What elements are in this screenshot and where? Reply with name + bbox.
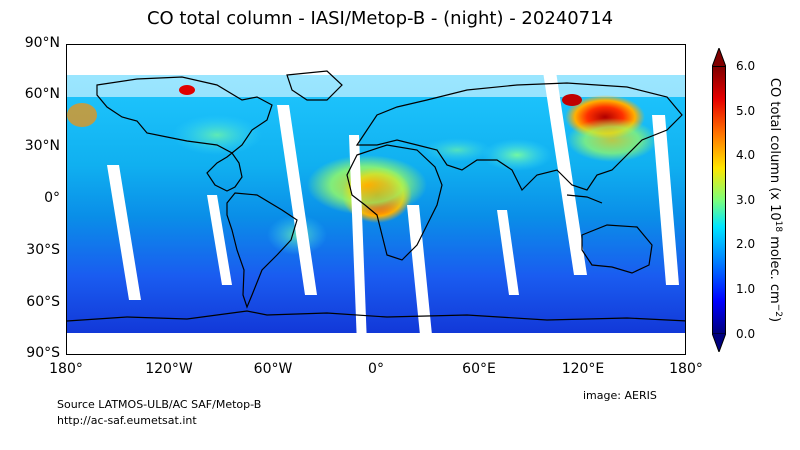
orbit-gap — [497, 210, 519, 295]
lat-label-30s: 30°S — [26, 242, 60, 258]
co-map — [66, 44, 686, 355]
pacific-hotspot — [67, 103, 97, 127]
africa-enhanced-co — [307, 155, 427, 215]
coastlines — [67, 70, 685, 322]
lat-label-90n: 90°N — [24, 35, 60, 51]
lon-label-120w: 120°W — [145, 361, 193, 377]
orbit-gap — [407, 205, 432, 335]
australia-coast — [581, 224, 653, 274]
lon-label-60e: 60°E — [462, 361, 496, 377]
lon-label-60w: 60°W — [253, 361, 293, 377]
north-america-coast — [96, 76, 273, 192]
colorbar-tick: 1.0 — [736, 282, 756, 296]
orbit-gaps — [107, 65, 679, 345]
middle-east-co — [422, 138, 492, 162]
orbit-gap — [652, 115, 679, 285]
colorbar-tick: 0.0 — [736, 327, 756, 341]
map-canvas — [67, 65, 685, 354]
image-credit: image: AERIS — [583, 389, 657, 402]
indonesia-coast — [566, 194, 603, 204]
lon-label-0: 0° — [368, 361, 384, 377]
north-america-co — [172, 115, 262, 155]
lat-label-60n: 60°N — [24, 86, 60, 102]
colorbar — [712, 66, 726, 334]
greenland-coast — [286, 70, 343, 101]
colorbar-label-main: CO total column (x 10 — [766, 77, 782, 221]
orbit-gap — [207, 195, 232, 285]
arctic-gap — [67, 75, 685, 97]
map-title: CO total column - IASI/Metop-B - (night)… — [146, 8, 614, 29]
colorbar-tick: 3.0 — [736, 193, 756, 207]
orbit-gap — [542, 65, 587, 275]
china-enhanced-co — [567, 118, 657, 162]
source-url: http://ac-saf.eumetsat.int — [57, 414, 197, 427]
orbit-gap — [277, 105, 317, 295]
colorbar-tick: 4.0 — [736, 148, 756, 162]
colorbar-max-arrow — [712, 48, 726, 67]
colorbar-tick: 2.0 — [736, 237, 756, 251]
orbit-gap — [349, 135, 367, 345]
orbit-gap — [107, 165, 141, 300]
lon-label-120e: 120°E — [561, 361, 605, 377]
antarctica-coast — [67, 310, 685, 322]
colorbar-label-end: ) — [766, 316, 782, 323]
india-enhanced-co — [482, 139, 552, 171]
lat-label-0: 0° — [44, 190, 60, 206]
eurasia-coast — [355, 82, 683, 192]
colorbar-tick: 5.0 — [736, 104, 756, 118]
lat-label-30n: 30°N — [24, 138, 60, 154]
lon-label-180e: 180° — [669, 361, 703, 377]
colorbar-label-exponent: 18 — [773, 220, 784, 233]
colorbar-label: CO total column (x 1018 molec. cm−2) — [767, 78, 783, 322]
south-america-coast — [226, 192, 298, 309]
colorbar-label-exponent-2: −2 — [773, 303, 784, 317]
source-text: Source LATMOS-ULB/AC SAF/Metop-B — [57, 398, 262, 411]
colorbar-min-arrow — [712, 333, 726, 352]
colorbar-tick: 6.0 — [736, 59, 756, 73]
siberia-hotspot — [562, 94, 582, 106]
colorbar-label-unit: molec. cm — [766, 232, 782, 304]
lat-label-60s: 60°S — [26, 294, 60, 310]
lon-label-180w: 180° — [49, 361, 83, 377]
africa-coast — [346, 144, 443, 261]
lat-label-90s: 90°S — [26, 345, 60, 361]
canada-hotspot — [179, 85, 195, 95]
antarctica-nodata — [67, 333, 685, 354]
